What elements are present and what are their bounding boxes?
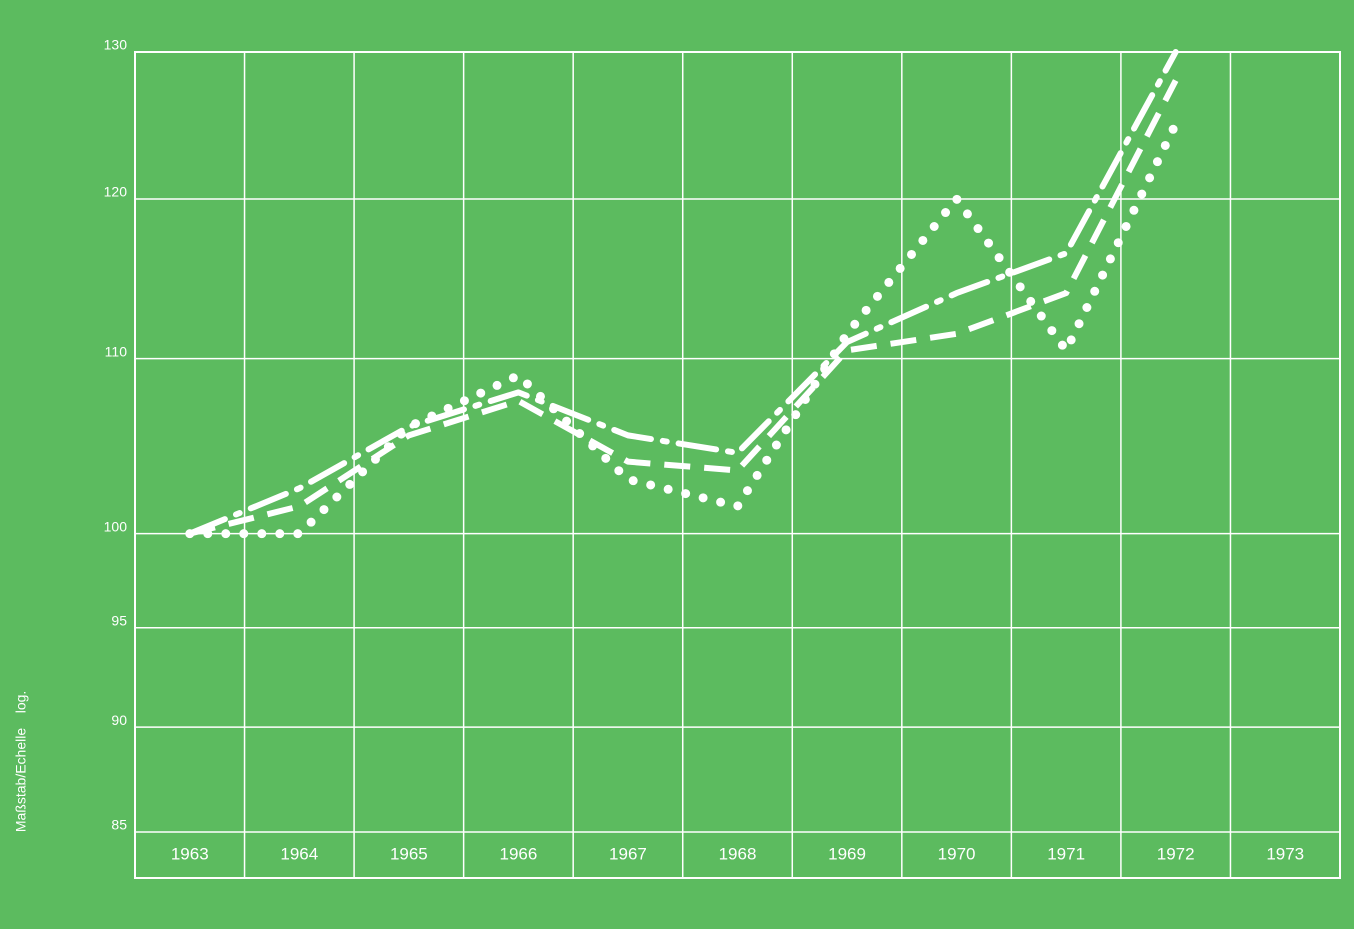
x-tick-label: 1964 <box>280 844 318 863</box>
y-tick-label: 130 <box>104 37 128 53</box>
y-tick-label: 120 <box>104 184 128 200</box>
y-axis-label: Maßstab/Echelle <box>13 728 29 832</box>
y-tick-label: 90 <box>111 712 127 728</box>
x-tick-label: 1967 <box>609 844 647 863</box>
series-line <box>185 119 1181 539</box>
x-tick-label: 1963 <box>171 844 209 863</box>
x-tick-label: 1966 <box>499 844 537 863</box>
x-tick-label: 1965 <box>390 844 428 863</box>
y-tick-label: 100 <box>104 518 128 534</box>
x-tick-label: 1970 <box>938 844 976 863</box>
x-tick-label: 1973 <box>1266 844 1304 863</box>
y-scale-label: log. <box>13 691 29 714</box>
series-line <box>189 79 1179 537</box>
y-tick-label: 85 <box>111 817 127 833</box>
x-tick-label: 1968 <box>719 844 757 863</box>
x-tick-label: 1972 <box>1157 844 1195 863</box>
x-tick-label: 1971 <box>1047 844 1085 863</box>
y-tick-label: 110 <box>105 343 128 359</box>
x-tick-label: 1969 <box>828 844 866 863</box>
y-tick-label: 95 <box>111 613 127 629</box>
